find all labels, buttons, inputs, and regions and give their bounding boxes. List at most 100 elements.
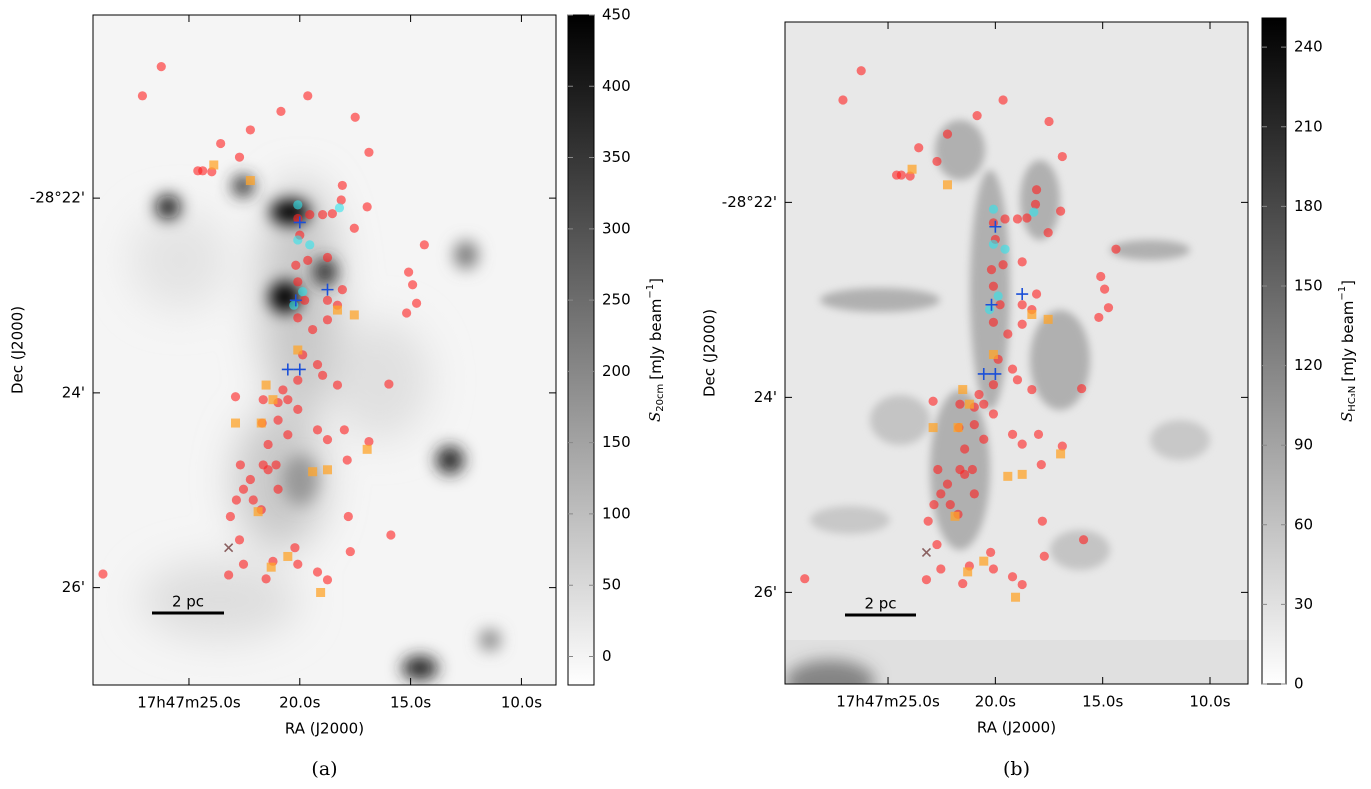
y-tick-label: 26' [62,578,85,596]
plot-frame [784,21,1249,685]
plot-frame [92,14,557,686]
source-marker [231,495,241,505]
label-part: −1 [1337,286,1348,301]
source-marker [800,574,810,584]
source-marker [1057,151,1067,162]
source-marker [137,91,148,101]
colorbar-tick-label: 300 [602,219,631,237]
source-marker [322,252,333,263]
colorbar-tick-label: 210 [1294,117,1323,135]
source-marker [1096,271,1106,282]
source-marker [263,465,273,475]
source-marker [261,574,271,584]
source-marker [1111,244,1121,254]
source-marker [283,430,293,440]
source-marker [419,240,429,250]
source-marker [261,380,271,390]
source-marker [230,392,241,402]
source-marker [960,469,970,479]
source-marker [923,516,933,526]
source-marker [979,434,989,444]
source-marker [322,295,333,305]
source-marker [293,345,303,355]
source-marker [336,195,346,205]
source-marker [289,300,299,310]
label-part: ] [647,278,665,284]
scale-bar-label: 2 pc [172,593,204,611]
source-marker [907,164,917,174]
label-part: HC₃N [1347,386,1358,412]
source-marker [1007,364,1018,374]
source-marker [303,255,313,266]
colorbar [567,14,595,686]
source-marker [998,95,1008,105]
source-marker [974,389,984,400]
source-marker [332,380,343,390]
source-marker [1017,319,1027,329]
source-marker [364,147,374,157]
source-marker [1036,460,1046,470]
colorbar-tick-label: 90 [1294,436,1313,454]
source-marker [238,484,249,494]
source-marker [932,156,942,167]
source-marker [1077,383,1087,394]
panel-caption: (a) [311,758,337,780]
source-marker [156,62,166,72]
source-marker [234,152,245,162]
source-marker [1027,384,1037,395]
y-axis-label: Dec (J2000) [701,309,719,397]
source-marker [1029,207,1039,217]
source-marker [1043,314,1053,324]
source-marker [293,216,306,229]
source-marker [245,176,255,186]
source-marker [977,367,990,380]
source-marker [1003,471,1013,481]
source-marker [1017,300,1027,310]
source-marker [339,425,349,435]
source-marker [1007,429,1018,440]
source-marker [231,418,241,428]
source-marker [256,418,266,428]
source-marker [1031,289,1042,299]
source-marker [989,220,1002,233]
source-marker [289,294,302,307]
source-marker [1027,309,1037,319]
source-marker [960,444,970,454]
source-marker [988,564,999,574]
source-marker [207,167,217,177]
source-marker [1016,288,1029,301]
source-marker [953,423,963,433]
x-tick-label: 17h47m25.0s [836,693,940,711]
colorbar-tick-label: 350 [602,148,631,166]
source-marker [993,291,1003,301]
colorbar-tick-label: 180 [1294,197,1323,215]
source-marker [969,420,979,430]
x-tick-label: 20.0s [975,693,1016,711]
source-marker [322,434,333,445]
source-marker [404,267,414,277]
source-marker [305,210,315,220]
source-marker [985,298,998,311]
source-marker [963,567,973,577]
source-marker [986,547,996,557]
source-marker [300,295,310,305]
source-marker [936,564,946,574]
colorbar-tick-label: 200 [602,362,631,380]
source-marker [1003,329,1013,339]
source-marker [1056,206,1066,216]
colorbar-tick-label: 150 [602,433,631,451]
source-marker [224,570,234,580]
source-marker [1012,375,1023,385]
colorbar-tick-label: 250 [602,291,631,309]
source-marker [1031,185,1042,195]
source-marker [224,543,234,553]
source-marker [342,455,352,465]
source-marker [945,500,955,510]
source-marker [332,305,342,315]
source-marker [283,395,293,405]
source-marker [988,239,999,249]
colorbar-tick-label: 400 [602,77,631,95]
x-tick-label: 17h47m25.0s [137,694,241,712]
source-marker [386,530,396,540]
